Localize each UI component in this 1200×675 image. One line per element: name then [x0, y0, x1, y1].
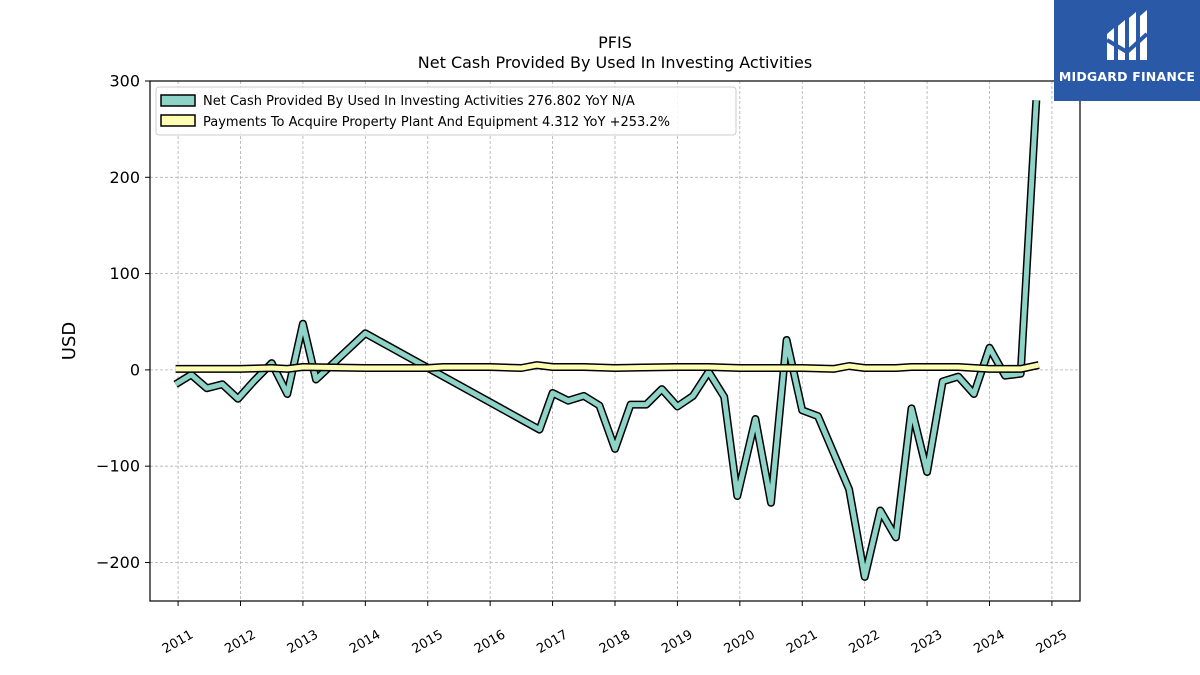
y-tick-label: 100 [109, 264, 140, 283]
x-tick-label: 2025 [1034, 627, 1070, 657]
series-layer [173, 100, 1041, 581]
y-tick-label: 0 [130, 360, 140, 379]
chart-title: PFIS [598, 33, 632, 52]
legend-box [155, 86, 737, 136]
x-tick-label: 2020 [722, 627, 758, 657]
x-tick-label: 2018 [597, 627, 633, 657]
series-line-ppe [175, 362, 1040, 372]
y-tick-label: −100 [96, 457, 140, 476]
legend-swatch-ppe [160, 114, 196, 127]
x-tick-label: 2019 [659, 627, 695, 657]
y-tick-label: 300 [109, 72, 140, 91]
x-tick-label: 2016 [472, 627, 508, 657]
x-tick-label: 2017 [534, 627, 570, 657]
y-tick-label: 200 [109, 168, 140, 187]
brand-logo: MIDGARD FINANCE [1054, 0, 1200, 101]
series-line-net-cash [174, 100, 1039, 580]
x-tick-label: 2021 [784, 627, 820, 657]
legend: Net Cash Provided By Used In Investing A… [155, 86, 737, 136]
x-tick-label: 2015 [410, 627, 446, 657]
x-tick-label: 2023 [909, 627, 945, 657]
x-tick-label: 2014 [347, 627, 383, 657]
x-tick-label: 2011 [160, 627, 196, 657]
y-tick-label: −200 [96, 553, 140, 572]
chart-subtitle: Net Cash Provided By Used In Investing A… [418, 53, 812, 72]
legend-swatch-net-cash [160, 94, 196, 107]
x-tick-label: 2013 [285, 627, 321, 657]
x-tick-label: 2012 [222, 627, 258, 657]
legend-label-ppe: Payments To Acquire Property Plant And E… [203, 115, 670, 130]
legend-label-net-cash: Net Cash Provided By Used In Investing A… [203, 94, 635, 109]
y-axis-label: USD [59, 322, 80, 360]
grid-lines [150, 80, 1080, 601]
midgard-m-logo-icon [1105, 10, 1149, 60]
brand-name: MIDGARD FINANCE [1058, 69, 1196, 84]
x-tick-label: 2022 [847, 627, 883, 657]
x-tick-label: 2024 [971, 627, 1007, 657]
